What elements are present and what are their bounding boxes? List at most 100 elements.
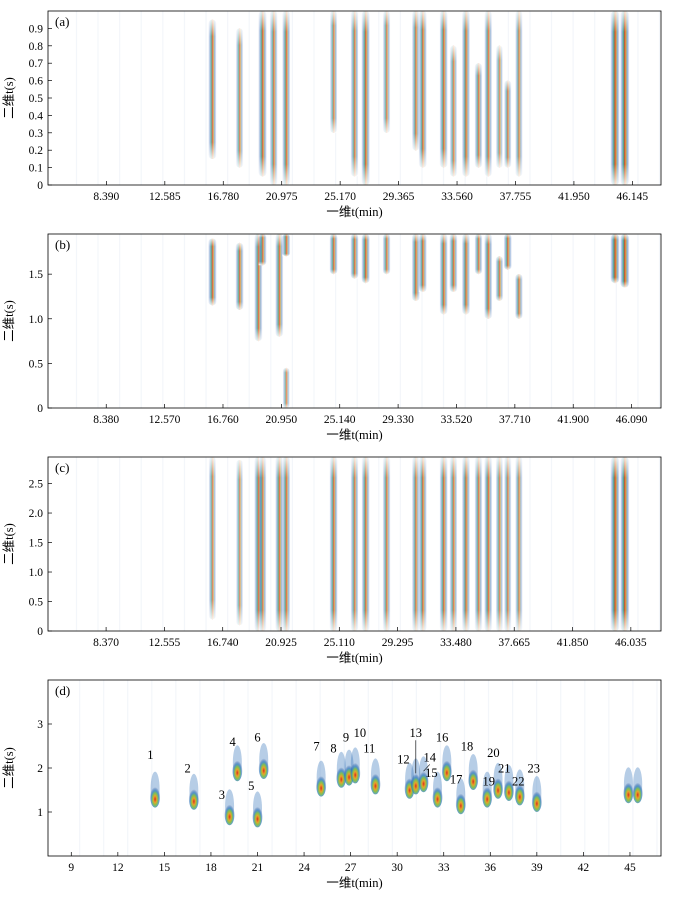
peak-blob (418, 770, 429, 793)
peak-label: 4 (230, 735, 237, 749)
y-tick-label: 0.2 (29, 145, 44, 157)
background-trace (507, 234, 509, 408)
background-trace (205, 234, 207, 408)
y-axis-label: 二维t(s) (2, 747, 16, 789)
axes-frame (47, 456, 662, 632)
background-trace (529, 234, 531, 408)
peak-leader-line (423, 764, 430, 772)
peak-streak-fade (418, 234, 427, 292)
background-trace (658, 457, 661, 631)
peak-blob (150, 785, 161, 808)
peak-blob (370, 772, 381, 795)
peak-streak-fade (412, 11, 420, 151)
x-tick-label: 29.365 (383, 191, 415, 203)
peak-streak-fade (449, 457, 458, 631)
peak-streak-fade (515, 457, 523, 631)
background-trace (594, 234, 596, 408)
background-trace (162, 234, 164, 408)
y-tick-label: 0.9 (29, 23, 44, 35)
peak-streak-fade (620, 11, 630, 185)
x-tick-label: 25.110 (324, 637, 355, 649)
background-trace (247, 680, 249, 856)
x-tick-label: 16.780 (207, 191, 239, 203)
panel-label: (a) (55, 14, 69, 29)
peak-streak-fade (449, 234, 458, 292)
x-tick-label: 16.760 (207, 414, 239, 426)
y-tick-label: 2.5 (29, 479, 44, 491)
peak-blob (316, 774, 327, 797)
peak-label: 6 (254, 731, 260, 745)
x-tick-label: 20.925 (265, 637, 297, 649)
background-trace (334, 234, 337, 408)
peak-label: 1 (147, 748, 153, 762)
peak-streak-fade (350, 234, 359, 279)
background-trace (378, 11, 380, 185)
peak-label: 3 (219, 788, 225, 802)
peak-label: 17 (450, 772, 463, 786)
peak-blob (468, 768, 479, 790)
peak-label: 11 (363, 742, 375, 756)
y-axis-label: 二维t(s) (2, 300, 16, 342)
background-trace (529, 11, 531, 185)
peak-streak-fade (254, 234, 263, 342)
background-trace (442, 234, 445, 408)
background-trace (140, 234, 142, 408)
x-tick-label: 41.850 (557, 637, 589, 649)
background-trace (391, 680, 393, 856)
peak-streak-fade (620, 234, 630, 288)
peak-blob (232, 759, 243, 782)
background-trace (421, 234, 423, 408)
background-trace (439, 680, 442, 856)
background-trace (119, 11, 121, 185)
peak-streak-fade (411, 234, 420, 301)
peak-streak-fade (269, 11, 278, 185)
peak-label: 18 (461, 739, 474, 753)
peak-streak-fade (495, 45, 503, 168)
x-tick-label: 21 (252, 862, 264, 874)
y-tick-label: 0.5 (29, 597, 44, 609)
x-axis-label: 一维t(min) (326, 876, 382, 890)
background-trace (162, 11, 164, 185)
peak-blob (623, 781, 634, 804)
panel-label: (c) (55, 460, 69, 475)
peak-streak-fade (235, 28, 244, 168)
peak-streak-fade (504, 457, 512, 631)
panel-label: (b) (55, 237, 70, 252)
x-tick-label: 46.090 (616, 414, 648, 426)
background-trace (313, 234, 315, 408)
peak-streak-fade (361, 234, 370, 284)
background-trace (550, 234, 553, 408)
peak-streak-fade (504, 80, 512, 168)
background-trace (291, 457, 294, 631)
background-trace (79, 680, 81, 856)
peak-streak-fade (412, 457, 420, 631)
peak-streak-fade (275, 457, 284, 631)
x-tick-label: 12.585 (149, 191, 181, 203)
background-trace (658, 11, 661, 185)
background-trace (291, 11, 294, 185)
x-tick-label: 12 (112, 862, 124, 874)
peak-blob (632, 781, 643, 804)
peak-label: 10 (354, 726, 367, 740)
background-trace (295, 680, 297, 856)
peak-streak-fade (329, 234, 338, 275)
background-trace (227, 234, 229, 408)
peak-label: 2 (185, 761, 191, 775)
peak-streak-fade (610, 11, 620, 185)
peak-blob (503, 779, 514, 801)
background-trace (313, 11, 315, 185)
background-trace (183, 11, 186, 185)
peak-streak-fade (235, 242, 244, 310)
peak-label: 5 (248, 779, 254, 793)
peak-streak-fade (474, 63, 483, 168)
background-trace (536, 680, 538, 856)
background-trace (205, 11, 207, 185)
x-tick-label: 29.295 (382, 637, 414, 649)
background-trace (248, 11, 250, 185)
background-trace (183, 234, 186, 408)
background-trace (463, 680, 466, 856)
background-trace (464, 234, 466, 408)
background-trace (486, 234, 488, 408)
y-tick-label: 0 (37, 626, 43, 638)
